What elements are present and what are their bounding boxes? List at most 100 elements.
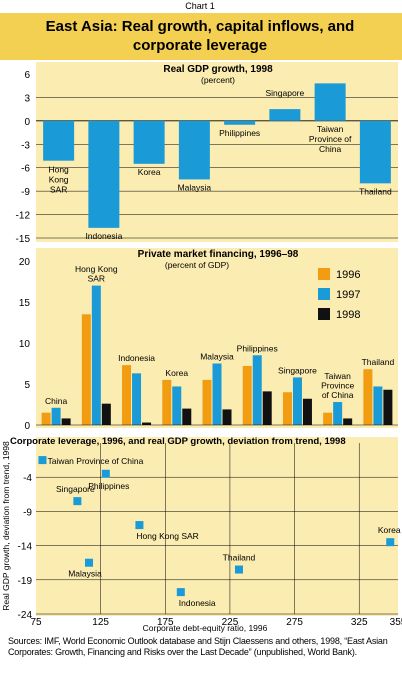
scatter-point [73,497,82,506]
gdp-category-label: Taiwan [317,124,344,134]
scatter-x-tick-label: 325 [351,617,368,628]
scatter-x-tick-label: 355 [390,617,402,628]
scatter-y-tick-label: -19 [18,576,33,587]
gdp-growth-bar [88,120,120,228]
leverage-title: Corporate leverage, 1996, and real GDP g… [10,436,346,447]
scatter-y-tick-label: -4 [23,473,32,484]
financing-y-tick-label: 20 [19,257,31,268]
financing-bar-1997 [212,363,222,425]
financing-bar-1998 [61,418,71,425]
scatter-point [101,469,110,478]
scatter-point [386,538,395,547]
scatter-point [176,588,185,597]
gdp-y-tick-label: -15 [16,234,31,245]
scatter-point-label: Malaysia [68,569,102,579]
financing-category-label: China [45,396,67,406]
financing-bar-1998 [101,403,111,425]
scatter-point-label: Philippines [88,481,129,491]
financing-bar-1996 [282,392,292,425]
gdp-growth-bar [359,120,391,184]
financing-category-label: Province [321,381,354,391]
leverage-x-axis-label: Corporate debt-equity ratio, 1996 [143,623,268,633]
financing-bar-1997 [132,373,142,425]
gdp-growth-bar [314,83,346,121]
financing-bar-1997 [333,402,343,425]
financing-bar-1998 [343,418,353,425]
financing-category-label: Taiwan [324,371,351,381]
financing-bar-1997 [252,355,262,425]
scatter-x-tick-label: 125 [92,617,109,628]
financing-category-label: of China [322,390,354,400]
financing-category-label: Indonesia [118,353,155,363]
scatter-point [135,521,144,530]
financing-bar-1998 [262,391,272,425]
financing-bar-1996 [81,314,91,425]
legend-label-1996: 1996 [336,269,360,281]
financing-bar-1996 [242,365,252,425]
financing-bar-1996 [162,379,172,425]
private-financing-subtitle: (percent of GDP) [165,260,229,270]
gdp-category-label: Philippines [219,128,260,138]
scatter-x-tick-label: 175 [157,617,174,628]
chart-title-line2: corporate leverage [133,37,267,54]
private-financing-legend: 1996 1997 1998 [318,268,360,321]
leverage-y-axis-label: Real GDP growth, deviation from trend, 1… [1,441,11,611]
scatter-y-tick-label: -9 [23,507,32,518]
financing-bar-1997 [91,285,101,425]
gdp-category-label: SAR [50,185,67,195]
gdp-growth-bar [133,120,165,164]
leverage-plot-area [36,437,398,616]
scatter-point-label: Indonesia [179,598,216,608]
legend-swatch-1998 [318,308,330,320]
scatter-point [85,558,94,567]
financing-bar-1996 [202,379,212,425]
financing-bar-1998 [182,408,192,425]
financing-category-label: SAR [88,274,105,284]
title-banner [0,13,402,60]
financing-category-label: Singapore [278,365,317,375]
scatter-point [38,456,47,465]
financing-bar-1997 [373,386,383,425]
legend-label-1998: 1998 [336,309,360,321]
private-financing-title: Private market financing, 1996–98 [138,249,299,260]
gdp-category-label: Malaysia [178,182,212,192]
scatter-point-label: Taiwan Province of China [47,456,143,466]
gdp-y-tick-label: -6 [21,164,30,175]
financing-category-label: Philippines [237,343,278,353]
scatter-y-tick-label: -14 [18,542,33,553]
financing-y-tick-label: 0 [24,421,30,432]
financing-bar-1997 [292,377,302,425]
gdp-growth-bar [269,109,301,121]
financing-y-tick-label: 15 [19,298,31,309]
source-note: Sources: IMF, World Economic Outlook dat… [8,636,388,657]
financing-category-label: Hong Kong [75,264,118,274]
gdp-y-tick-label: 0 [24,117,30,128]
financing-bar-1998 [302,398,312,425]
financing-category-label: Thailand [362,357,395,367]
legend-swatch-1996 [318,268,330,280]
financing-bar-1996 [363,369,373,425]
scatter-point [234,565,243,574]
gdp-category-label: Hong [48,165,69,175]
financing-y-tick-label: 10 [19,339,31,350]
financing-bar-1998 [142,422,152,425]
leverage-scatter-panel: Taiwan Province of China PhilippinesSinga… [1,436,402,633]
gdp-category-label: Kong [49,175,69,185]
legend-swatch-1997 [318,288,330,300]
scatter-point-label: Hong Kong SAR [136,531,198,541]
gdp-growth-subtitle: (percent) [201,75,235,85]
financing-bar-1997 [51,407,61,425]
gdp-category-label: Indonesia [85,231,122,241]
financing-bar-1996 [323,412,333,425]
scatter-y-tick-label: -24 [18,610,33,621]
gdp-growth-bar [224,120,256,125]
financing-category-label: Korea [165,368,188,378]
gdp-growth-bar [178,120,210,180]
financing-bar-1998 [222,409,232,425]
financing-bar-1998 [383,389,393,425]
legend-label-1997: 1997 [336,289,360,301]
gdp-y-tick-label: -12 [16,211,31,222]
